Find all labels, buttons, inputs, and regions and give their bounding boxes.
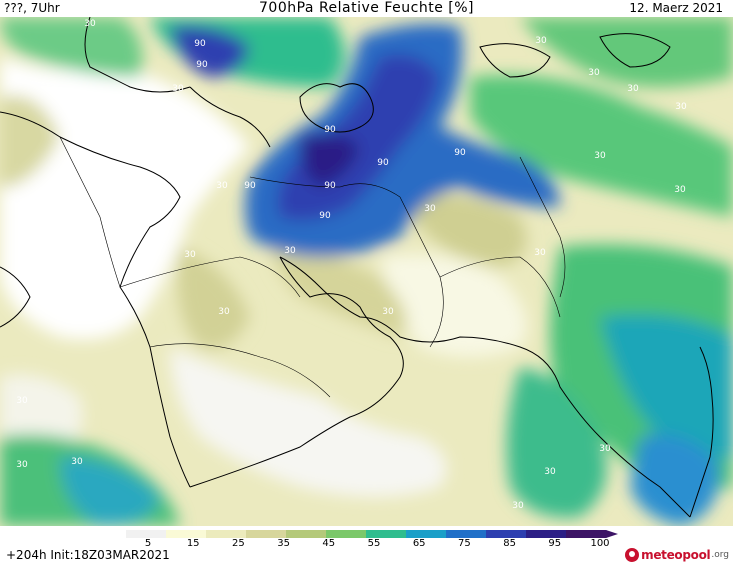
colorbar-tick-label: 25 [232,538,245,549]
colorbar-tick-label: 95 [548,538,562,549]
humidity-map: 90 90 90 90 90 90 90 90 90 90 30 30 30 3… [0,17,733,526]
contour-label: 30 [674,185,686,195]
brand-logo: meteopool .org [625,546,729,564]
valid-day-label: ???, 7Uhr [4,1,60,15]
valid-date-label: 12. Maerz 2021 [629,1,723,15]
contour-label: 30 [627,84,639,94]
colorbar-segment [366,530,407,538]
contour-label: 90 [377,158,389,168]
contour-label: 90 [454,148,466,158]
colorbar-tick-label: 65 [412,538,426,549]
contour-label: 30 [424,204,436,214]
brand-name: meteopool [641,548,711,562]
map-title: 700hPa Relative Feuchte [%] [259,0,474,16]
map-footer: 5 15 25 35 45 55 65 75 85 95 100 +204h Init:18Z03M… [0,526,733,566]
colorbar-segment [526,530,567,538]
contour-label: 30 [544,467,556,477]
contour-label: 90 [244,181,256,191]
colorbar-tick-label: 55 [367,538,381,549]
contour-label: 30 [184,250,196,260]
contour-label: 30 [675,102,687,112]
colorbar [126,530,618,538]
colorbar-segment [406,530,447,538]
contour-labels: 90 90 90 90 90 90 90 90 90 90 30 30 30 3… [16,19,687,511]
colorbar-segment [326,530,367,538]
brand-tld: .org [711,550,729,560]
contour-label: 30 [172,84,184,94]
colorbar-tick-label: 85 [503,538,516,549]
contour-label: 90 [319,211,331,221]
contour-label: 30 [382,307,394,317]
colorbar-segment [486,530,527,538]
humidity-field [0,17,733,526]
meteopool-icon [625,548,640,562]
colorbar-tick-label: 45 [322,538,336,549]
contour-label: 30 [535,36,547,46]
contour-label: 30 [534,248,546,258]
contour-label: 30 [216,181,228,191]
colorbar-segment [206,530,247,538]
country-borders [59,136,566,398]
contour-label: 30 [84,19,96,29]
contour-label: 30 [218,307,230,317]
coastlines [0,17,714,518]
contour-label: 30 [284,246,296,256]
contour-label: 90 [324,125,336,135]
contour-label: 30 [16,396,28,406]
colorbar-segment [166,530,207,538]
contour-label: 30 [512,501,524,511]
contour-label: 30 [71,457,83,467]
colorbar-tick-label: 35 [277,538,290,549]
colorbar-segment [446,530,487,538]
colorbar-tick-label: 15 [186,538,200,549]
forecast-run-label: +204h Init:18Z03MAR2021 [6,548,170,562]
colorbar-segment [286,530,327,538]
colorbar-tick-label: 100 [590,538,610,549]
colorbar-tick-label: 5 [144,538,152,549]
contour-label: 30 [594,151,606,161]
contour-label: 30 [588,68,600,78]
contour-label: 90 [194,39,206,49]
contour-label: 30 [16,460,28,470]
colorbar-segment [126,530,167,538]
contour-label: 90 [324,181,336,191]
map-header: ???, 7Uhr 700hPa Relative Feuchte [%] 12… [0,0,733,18]
colorbar-segment [566,530,607,538]
colorbar-segment [246,530,287,538]
contour-label: 90 [196,60,208,70]
colorbar-extend-arrow [606,530,618,538]
contour-label: 30 [599,444,611,454]
colorbar-tick-label: 75 [458,538,471,549]
